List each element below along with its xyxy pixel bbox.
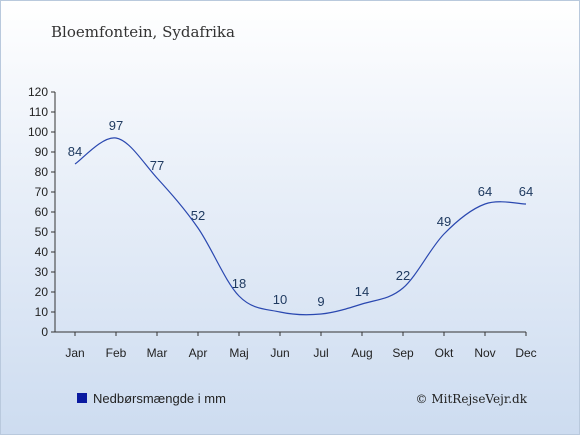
data-label: 22 (396, 268, 410, 283)
x-tick-label: Maj (229, 346, 248, 360)
data-label: 14 (355, 284, 369, 299)
x-tick-label: Jul (313, 346, 328, 360)
x-tick-label: Sep (392, 346, 414, 360)
x-tick-label: Jan (65, 346, 84, 360)
data-label: 84 (68, 144, 82, 159)
data-labels: 84 97 77 52 18 10 9 14 22 49 64 64 (68, 118, 533, 309)
x-tick-label: Jun (270, 346, 289, 360)
series-line (74, 137, 527, 316)
y-tick-labels: 0 10 20 30 40 50 60 70 80 90 100 110 120 (28, 85, 48, 339)
data-label: 10 (273, 292, 287, 307)
x-tick-label: Feb (106, 346, 127, 360)
data-label: 18 (232, 276, 246, 291)
y-tick-label: 10 (35, 305, 49, 319)
x-tick-label: Aug (351, 346, 372, 360)
data-label: 9 (317, 294, 324, 309)
y-tick-label: 20 (35, 285, 49, 299)
y-tick-label: 30 (35, 265, 49, 279)
x-tick-label: Apr (189, 346, 208, 360)
location-title: Bloemfontein, Sydafrika (51, 23, 235, 41)
y-tick-label: 0 (41, 325, 48, 339)
data-label: 64 (519, 184, 533, 199)
y-tick-label: 60 (35, 205, 49, 219)
x-tick-label: Nov (474, 346, 495, 360)
y-tick-label: 120 (28, 85, 48, 99)
y-tick-label: 70 (35, 185, 49, 199)
y-tick-label: 110 (29, 105, 48, 119)
x-tick-label: Mar (147, 346, 168, 360)
data-label: 52 (191, 208, 205, 223)
data-label: 77 (150, 158, 164, 173)
legend-swatch (77, 393, 87, 403)
axes (51, 91, 527, 336)
data-label: 49 (437, 214, 451, 229)
x-tick-label: Dec (515, 346, 536, 360)
data-label: 64 (478, 184, 492, 199)
y-tick-label: 80 (35, 165, 49, 179)
y-tick-label: 90 (35, 145, 49, 159)
x-tick-label: Okt (435, 346, 454, 360)
legend-label: Nedbørsmængde i mm (93, 391, 226, 406)
credit-text: © MitRejseVejr.dk (416, 392, 528, 406)
x-tick-labels: Jan Feb Mar Apr Maj Jun Jul Aug Sep Okt Nov Dec (65, 346, 536, 360)
y-tick-label: 40 (35, 245, 49, 259)
data-label: 97 (109, 118, 123, 133)
y-tick-label: 100 (28, 125, 48, 139)
y-tick-label: 50 (35, 225, 49, 239)
